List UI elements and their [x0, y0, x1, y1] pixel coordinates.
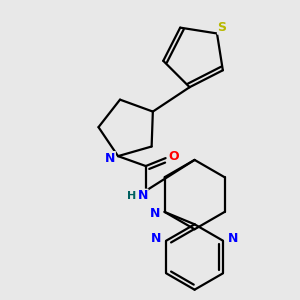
Text: N: N	[228, 232, 238, 245]
Text: N: N	[151, 232, 161, 245]
Text: N: N	[138, 189, 148, 202]
Text: N: N	[149, 207, 160, 220]
Text: H: H	[127, 191, 136, 201]
Text: S: S	[218, 21, 226, 34]
Text: O: O	[168, 150, 179, 163]
Text: N: N	[105, 152, 115, 165]
